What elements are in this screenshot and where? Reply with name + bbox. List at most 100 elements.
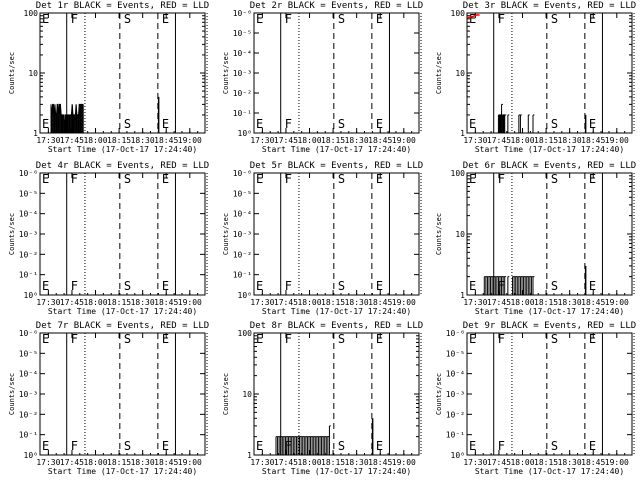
edge-label-E: E xyxy=(469,332,476,346)
marker-label-S: S xyxy=(551,12,558,26)
x-axis-label: Start Time (17-Oct-17 17:24:40) xyxy=(475,145,624,154)
y-axis-label: Counts/sec xyxy=(222,373,230,415)
y-tick-label: 10⁻³ xyxy=(19,230,38,239)
edge-label-E-bottom: E xyxy=(42,279,49,293)
marker-label-F: F xyxy=(498,172,505,186)
marker-label-E: E xyxy=(162,172,169,186)
x-tick-label: 18:00 xyxy=(297,298,321,307)
y-tick-label: 10⁻¹ xyxy=(233,109,252,118)
y-tick-label: 10⁻⁴ xyxy=(19,210,38,219)
x-tick-label: 18:45 xyxy=(368,298,392,307)
marker-label-S-bottom: S xyxy=(551,117,558,131)
marker-label-S-bottom: S xyxy=(338,117,345,131)
edge-label-E: E xyxy=(256,12,263,26)
x-tick-label: 19:00 xyxy=(392,136,416,145)
y-tick-label: 10⁻² xyxy=(446,410,465,419)
y-axis-label: Counts/sec xyxy=(435,373,443,415)
y-tick-label: 10⁻¹ xyxy=(446,431,465,440)
panel-det-1: Det 1r BLACK = Events, RED = LLD 17:30 17:… xyxy=(8,1,209,154)
x-tick-label: 18:30 xyxy=(345,458,369,467)
marker-label-S: S xyxy=(124,12,131,26)
y-tick-label: 10⁻⁶ xyxy=(19,329,38,338)
marker-label-E-bottom: E xyxy=(589,117,596,131)
x-axis-label: Start Time (17-Oct-17 17:24:40) xyxy=(475,467,624,476)
y-tick-label: 10 xyxy=(242,390,252,399)
x-tick-label: 19:00 xyxy=(392,458,416,467)
plot-frame xyxy=(466,12,633,134)
x-tick-label: 18:15 xyxy=(534,458,558,467)
edge-label-E: E xyxy=(256,332,263,346)
y-tick-label: 10⁻⁴ xyxy=(446,370,465,379)
edge-label-E: E xyxy=(469,172,476,186)
y-tick-label: 1 xyxy=(460,129,465,138)
panel-title: Det 8r BLACK = Events, RED = LLD xyxy=(250,321,423,331)
marker-label-F: F xyxy=(71,12,78,26)
y-tick-label: 100 xyxy=(238,329,253,338)
marker-label-S: S xyxy=(338,172,345,186)
marker-label-E-bottom: E xyxy=(162,439,169,453)
x-tick-label: 17:45 xyxy=(60,136,84,145)
y-tick-label: 10⁰ xyxy=(238,291,252,300)
panel-det-6: Det 6r BLACK = Events, RED = LLD 17:30 17:… xyxy=(435,161,636,316)
marker-label-E-bottom: E xyxy=(376,117,383,131)
y-tick-label: 10⁻⁵ xyxy=(233,189,252,198)
panel-title: Det 1r BLACK = Events, RED = LLD xyxy=(36,1,209,11)
edge-label-E: E xyxy=(469,12,476,26)
y-tick-label: 10⁻⁶ xyxy=(233,169,252,178)
x-tick-label: 17:30 xyxy=(250,136,274,145)
marker-label-E: E xyxy=(162,332,169,346)
marker-label-S: S xyxy=(551,172,558,186)
x-axis-label: Start Time (17-Oct-17 17:24:40) xyxy=(262,307,411,316)
panel-title: Det 7r BLACK = Events, RED = LLD xyxy=(36,321,209,331)
edge-label-E-bottom: E xyxy=(256,117,263,131)
x-tick-label: 18:30 xyxy=(558,136,582,145)
x-tick-label: 18:00 xyxy=(83,298,107,307)
x-tick-label: 19:00 xyxy=(605,136,629,145)
x-axis-label: Start Time (17-Oct-17 17:24:40) xyxy=(475,307,624,316)
marker-label-F: F xyxy=(498,332,505,346)
edge-label-E-bottom: E xyxy=(256,439,263,453)
marker-label-E-bottom: E xyxy=(589,279,596,293)
x-tick-label: 18:45 xyxy=(154,136,178,145)
y-tick-label: 10⁻³ xyxy=(233,69,252,78)
x-tick-label: 18:45 xyxy=(581,136,605,145)
x-tick-label: 18:00 xyxy=(510,298,534,307)
plot-frame xyxy=(253,172,420,296)
y-tick-label: 10⁻² xyxy=(19,250,38,259)
y-tick-label: 10⁻⁴ xyxy=(233,210,252,219)
marker-label-F-bottom: F xyxy=(71,439,78,453)
x-tick-label: 17:45 xyxy=(274,136,298,145)
marker-label-E-bottom: E xyxy=(162,279,169,293)
marker-label-F-bottom: F xyxy=(285,279,292,293)
panel-det-2: Det 2r BLACK = Events, RED = LLD 17:30 17:… xyxy=(222,1,423,154)
x-tick-label: 18:45 xyxy=(154,298,178,307)
y-tick-label: 10⁻⁴ xyxy=(233,49,252,58)
panel-title: Det 4r BLACK = Events, RED = LLD xyxy=(36,161,209,171)
x-tick-label: 18:30 xyxy=(345,298,369,307)
y-tick-label: 10⁻⁶ xyxy=(233,9,252,18)
edge-label-E-bottom: E xyxy=(469,279,476,293)
y-tick-label: 1 xyxy=(460,291,465,300)
marker-label-F: F xyxy=(285,12,292,26)
plot-frame xyxy=(253,12,420,134)
marker-label-S: S xyxy=(551,332,558,346)
x-axis-label: Start Time (17-Oct-17 17:24:40) xyxy=(48,467,197,476)
x-tick-label: 17:45 xyxy=(487,298,511,307)
y-axis-label: Counts/sec xyxy=(435,52,443,94)
marker-label-F-bottom: F xyxy=(285,117,292,131)
y-tick-label: 10⁻³ xyxy=(446,390,465,399)
y-tick-label: 10 xyxy=(455,69,465,78)
x-tick-label: 19:00 xyxy=(392,298,416,307)
y-tick-label: 10⁰ xyxy=(24,451,38,460)
panel-det-3: Det 3r BLACK = Events, RED = LLD 17:30 17:… xyxy=(435,1,636,154)
y-tick-label: 10⁻⁵ xyxy=(19,189,38,198)
panel-title: Det 3r BLACK = Events, RED = LLD xyxy=(463,1,636,11)
lld-series xyxy=(466,14,480,19)
y-tick-label: 1 xyxy=(247,451,252,460)
y-tick-label: 10⁻⁶ xyxy=(19,169,38,178)
x-tick-label: 17:30 xyxy=(463,458,487,467)
marker-label-E-bottom: E xyxy=(162,117,169,131)
edge-label-E-bottom: E xyxy=(42,439,49,453)
marker-label-E: E xyxy=(376,172,383,186)
y-tick-label: 10⁻² xyxy=(233,250,252,259)
